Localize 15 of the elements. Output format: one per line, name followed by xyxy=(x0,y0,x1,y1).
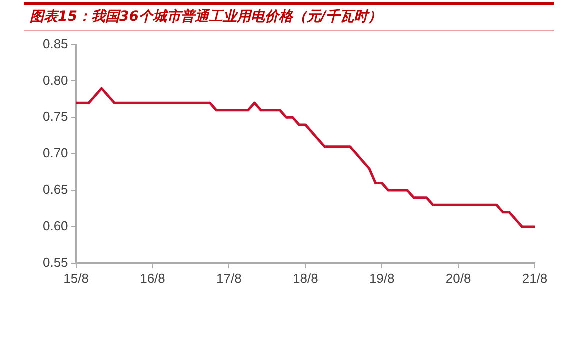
x-tick-label: 16/8 xyxy=(140,270,166,286)
chart-title: 图表15：我国36个城市普通工业用电价格（元/千瓦时） xyxy=(30,8,382,26)
y-tick-label: 0.55 xyxy=(42,254,68,270)
x-tick-label: 20/8 xyxy=(446,270,472,286)
y-tick-label: 0.70 xyxy=(42,146,68,161)
x-tick-label: 19/8 xyxy=(369,270,395,286)
x-tick-label: 18/8 xyxy=(292,270,318,286)
y-tick-label: 0.85 xyxy=(42,36,68,52)
x-tick-label: 15/8 xyxy=(64,270,89,286)
y-tick-label: 0.80 xyxy=(42,72,68,88)
x-tick-label: 21/8 xyxy=(522,270,548,286)
y-tick-label: 0.75 xyxy=(42,109,68,124)
x-tick-label: 17/8 xyxy=(216,270,242,286)
y-tick-label: 0.60 xyxy=(42,218,68,234)
y-tick-label: 0.65 xyxy=(42,182,68,198)
